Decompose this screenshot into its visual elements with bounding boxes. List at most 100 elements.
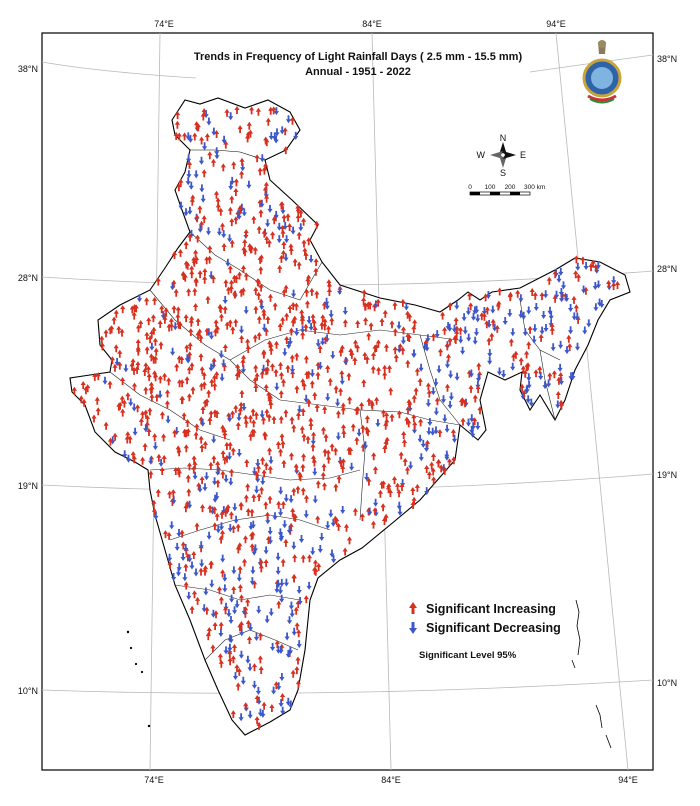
increasing-arrow-icon xyxy=(300,408,306,416)
increasing-arrow-icon xyxy=(453,317,459,326)
increasing-arrow-icon xyxy=(183,314,189,323)
decreasing-arrow-icon xyxy=(298,223,304,232)
decreasing-arrow-icon xyxy=(236,413,242,422)
decreasing-arrow-icon xyxy=(271,686,277,695)
increasing-arrow-icon xyxy=(321,301,327,310)
decreasing-arrow-icon xyxy=(557,363,563,372)
increasing-arrow-icon xyxy=(411,496,417,505)
decreasing-arrow-icon xyxy=(331,555,337,564)
compass-e-label: E xyxy=(520,150,526,160)
scale-label-0: 0 xyxy=(468,184,472,191)
increasing-arrow-icon xyxy=(442,466,448,475)
increasing-arrow-icon xyxy=(235,682,241,691)
increasing-arrow-icon xyxy=(314,290,320,299)
increasing-arrow-icon xyxy=(125,431,131,440)
increasing-arrow-icon xyxy=(438,464,444,473)
decreasing-arrow-icon xyxy=(553,290,560,299)
increasing-arrow-icon xyxy=(143,409,149,418)
increasing-arrow-icon xyxy=(144,346,150,355)
increasing-arrow-icon xyxy=(277,264,283,273)
decreasing-arrow-icon xyxy=(221,230,227,239)
increasing-arrow-icon xyxy=(556,376,562,385)
increasing-arrow-icon xyxy=(143,362,149,371)
decreasing-arrow-icon xyxy=(298,535,305,543)
decreasing-arrow-icon xyxy=(434,330,440,339)
decreasing-arrow-icon xyxy=(403,302,409,311)
left-label-38n: 38°N xyxy=(18,64,38,74)
increasing-arrow-icon xyxy=(366,507,372,516)
increasing-arrow-icon xyxy=(606,280,612,288)
increasing-arrow-icon xyxy=(270,231,276,240)
increasing-arrow-icon xyxy=(265,315,271,324)
decreasing-arrow-icon xyxy=(176,529,182,537)
decreasing-arrow-icon xyxy=(180,553,186,561)
increasing-arrow-icon xyxy=(277,361,284,370)
decreasing-arrow-icon xyxy=(208,331,215,340)
increasing-arrow-icon xyxy=(240,287,246,296)
decreasing-arrow-icon xyxy=(328,509,334,518)
decreasing-arrow-icon xyxy=(278,533,284,542)
increasing-arrow-icon xyxy=(195,234,201,243)
state-boundaries xyxy=(109,231,561,661)
decreasing-arrow-icon xyxy=(186,170,192,179)
increasing-arrow-icon xyxy=(291,574,297,583)
increasing-arrow-icon xyxy=(220,163,226,172)
decreasing-arrow-icon xyxy=(436,365,442,374)
decreasing-arrow-icon xyxy=(426,427,432,436)
increasing-arrow-icon xyxy=(131,366,137,375)
decreasing-arrow-icon xyxy=(249,577,255,586)
increasing-arrow-icon xyxy=(283,538,289,547)
increasing-arrow-icon xyxy=(241,354,247,363)
increasing-arrow-icon xyxy=(173,288,179,297)
decreasing-arrow-icon xyxy=(131,403,137,412)
increasing-arrow-icon xyxy=(260,456,266,465)
increasing-arrow-icon xyxy=(454,329,460,338)
increasing-arrow-icon xyxy=(524,350,530,359)
increasing-arrow-icon xyxy=(372,303,378,312)
increasing-arrow-icon xyxy=(261,701,267,710)
decreasing-arrow-icon xyxy=(418,363,424,372)
increasing-arrow-icon xyxy=(263,327,269,336)
increasing-arrow-icon xyxy=(460,417,466,426)
increasing-arrow-icon xyxy=(414,367,420,376)
increasing-arrow-icon xyxy=(549,326,555,335)
decreasing-arrow-icon xyxy=(558,340,564,349)
increasing-arrow-icon xyxy=(231,586,237,594)
increasing-arrow-icon xyxy=(312,391,318,400)
increasing-arrow-icon xyxy=(179,395,186,404)
decreasing-arrow-icon xyxy=(102,376,108,385)
increasing-arrow-icon xyxy=(375,298,381,307)
increasing-arrow-icon xyxy=(315,515,321,524)
increasing-arrow-icon xyxy=(340,458,346,467)
increasing-arrow-icon xyxy=(338,459,344,468)
decreasing-arrow-icon xyxy=(543,324,549,332)
top-label-84e: 84°E xyxy=(362,19,382,29)
increasing-arrow-icon xyxy=(476,362,482,371)
decreasing-arrow-icon xyxy=(148,456,154,465)
decreasing-arrow-icon xyxy=(597,298,603,307)
increasing-arrow-icon xyxy=(179,379,185,388)
decreasing-arrow-icon xyxy=(123,364,129,373)
increasing-arrow-icon xyxy=(155,488,161,497)
decreasing-arrow-icon xyxy=(555,400,561,409)
decreasing-arrow-icon xyxy=(518,294,524,303)
increasing-arrow-icon xyxy=(278,415,284,424)
increasing-arrow-icon xyxy=(342,547,348,556)
increasing-arrow-icon xyxy=(174,120,180,129)
increasing-arrow-icon xyxy=(348,348,354,356)
decreasing-arrow-icon xyxy=(272,132,278,141)
decreasing-arrow-icon xyxy=(198,156,205,165)
increasing-arrow-icon xyxy=(266,239,272,248)
increasing-arrow-icon xyxy=(169,322,175,331)
increasing-arrow-icon xyxy=(191,455,197,464)
decreasing-arrow-icon xyxy=(418,453,424,462)
increasing-arrow-icon xyxy=(347,447,354,455)
decreasing-arrow-icon xyxy=(349,462,355,471)
decreasing-arrow-icon xyxy=(229,594,235,603)
increasing-arrow-icon xyxy=(176,320,182,329)
decreasing-arrow-icon xyxy=(199,559,205,568)
decreasing-arrow-icon xyxy=(232,606,238,615)
decreasing-arrow-icon xyxy=(200,194,206,203)
